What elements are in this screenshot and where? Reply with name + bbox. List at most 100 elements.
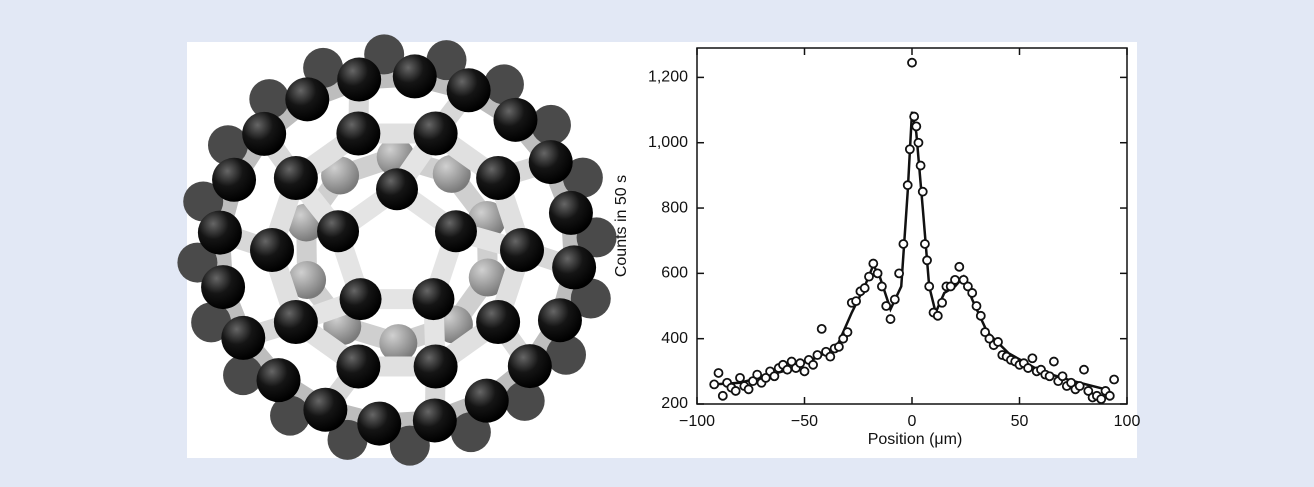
back-atom — [321, 156, 360, 195]
data-point — [980, 327, 990, 338]
data-point — [915, 160, 926, 171]
data-point — [954, 261, 965, 272]
atom — [412, 278, 455, 321]
back-atom — [288, 261, 327, 300]
atom — [317, 210, 360, 253]
atom — [434, 210, 477, 253]
atom — [464, 378, 509, 423]
y-tick-label: 1,000 — [648, 134, 688, 151]
data-point — [735, 372, 745, 383]
data-point — [924, 281, 935, 292]
data-point — [799, 366, 810, 377]
data-point — [1109, 374, 1119, 385]
data-point — [769, 371, 780, 382]
rear-atom — [570, 278, 611, 319]
data-point — [945, 281, 956, 292]
data-point — [907, 57, 917, 68]
rear-atom — [303, 47, 344, 88]
back-atom — [379, 324, 418, 363]
x-tick-label: 0 — [908, 413, 917, 430]
data-point — [1044, 371, 1055, 382]
rear-atom — [249, 79, 290, 120]
data-point — [816, 323, 827, 334]
rear-atom — [483, 64, 524, 105]
atom — [303, 387, 348, 432]
data-point — [904, 144, 915, 155]
data-point — [838, 333, 849, 344]
data-point — [932, 310, 943, 321]
data-point — [795, 358, 806, 369]
rear-atom — [270, 395, 311, 436]
data-point — [730, 386, 741, 396]
data-point — [1049, 356, 1059, 367]
molecule-illustration — [177, 34, 617, 466]
data-point — [782, 364, 793, 375]
x-tick-label: −100 — [679, 413, 715, 430]
data-point — [911, 121, 922, 132]
atom — [250, 228, 294, 272]
data-point — [709, 379, 720, 390]
data-point — [1083, 386, 1094, 396]
atom — [337, 57, 382, 102]
atom — [357, 401, 402, 446]
rear-atom — [530, 104, 571, 145]
atom — [413, 344, 458, 389]
data-point — [1079, 364, 1089, 375]
data-point — [864, 271, 874, 282]
atom — [339, 278, 382, 321]
data-point — [971, 301, 982, 311]
atom — [212, 157, 257, 202]
data-point — [967, 288, 978, 298]
x-tick-label: 100 — [1114, 413, 1141, 430]
data-point — [812, 350, 823, 360]
data-point — [902, 180, 913, 191]
rear-atom — [504, 380, 545, 421]
atom — [493, 97, 538, 142]
atom — [376, 168, 418, 211]
data-point — [872, 268, 883, 279]
x-tick-label: −50 — [791, 413, 818, 430]
atom — [446, 68, 491, 113]
data-point — [958, 274, 969, 285]
data-point — [713, 368, 724, 378]
atom — [273, 300, 318, 345]
rear-atom — [191, 302, 232, 343]
data-point — [851, 296, 861, 307]
data-point — [1023, 363, 1033, 373]
data-point — [868, 258, 879, 269]
data-point — [877, 281, 887, 292]
back-atom — [468, 258, 507, 297]
data-point — [963, 281, 973, 292]
rear-atom — [223, 355, 264, 396]
data-point — [1096, 394, 1107, 405]
x-axis-label: Position (μm) — [868, 431, 963, 448]
rear-atom — [562, 157, 603, 198]
atom — [552, 245, 597, 290]
rear-atom — [450, 412, 491, 453]
atom — [221, 315, 266, 360]
y-tick-label: 800 — [661, 199, 688, 216]
atom — [256, 358, 301, 403]
atom — [507, 344, 552, 389]
y-tick-label: 200 — [661, 395, 688, 412]
y-tick-label: 400 — [661, 330, 688, 347]
data-point — [834, 341, 844, 352]
atom — [548, 190, 593, 235]
data-point — [975, 310, 986, 321]
data-point — [859, 283, 870, 293]
atom — [201, 265, 246, 310]
data-point — [885, 314, 896, 324]
data-point — [842, 327, 853, 338]
atom — [476, 300, 521, 345]
rear-atom — [207, 125, 248, 166]
data-point — [917, 186, 928, 197]
data-point — [909, 111, 920, 122]
atom — [285, 77, 330, 122]
atom — [336, 344, 381, 389]
data-point — [1066, 377, 1076, 388]
data-point — [752, 369, 763, 380]
data-point — [984, 333, 995, 344]
y-tick-label: 600 — [661, 265, 688, 282]
rear-atom — [426, 40, 467, 81]
